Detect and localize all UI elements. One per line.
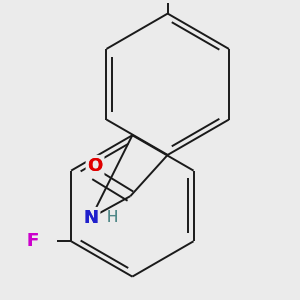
- Text: H: H: [107, 210, 118, 225]
- Text: O: O: [87, 157, 103, 175]
- Text: H: H: [107, 210, 118, 225]
- Text: F: F: [27, 232, 39, 250]
- Text: O: O: [87, 157, 103, 175]
- Text: O: O: [87, 157, 103, 175]
- Text: N: N: [84, 209, 99, 227]
- Text: F: F: [27, 232, 39, 250]
- Text: F: F: [27, 232, 39, 250]
- Text: N: N: [84, 209, 99, 227]
- Text: N: N: [84, 209, 99, 227]
